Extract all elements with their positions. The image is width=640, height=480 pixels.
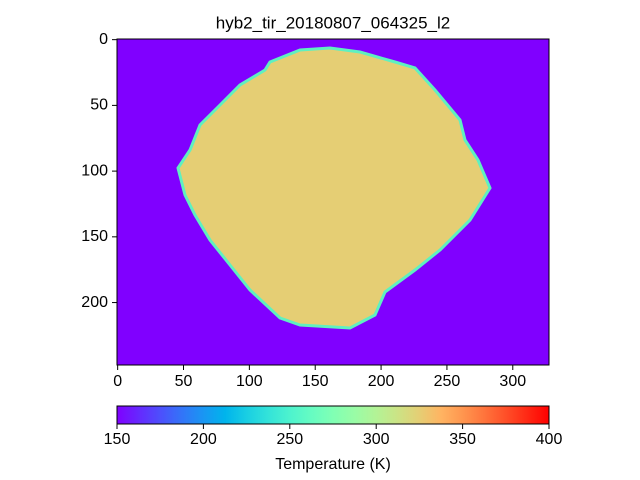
colorbar-tick-label: 250 (276, 431, 303, 448)
colorbar-tick-label: 200 (190, 431, 217, 448)
x-tick-label: 250 (434, 373, 461, 390)
y-tick-label: 50 (90, 97, 108, 114)
colorbar (116, 405, 550, 425)
axes-frame (116, 38, 550, 366)
asteroid-body (176, 46, 492, 330)
y-tick-label: 100 (81, 162, 108, 179)
x-tick-label: 100 (236, 373, 263, 390)
y-tick-label: 0 (99, 31, 108, 48)
colorbar-tick-label: 150 (104, 431, 131, 448)
colorbar-label: Temperature (K) (275, 456, 391, 473)
x-tick-label: 0 (113, 373, 122, 390)
x-tick-label: 200 (368, 373, 395, 390)
x-tick-label: 50 (175, 373, 193, 390)
chart-title: hyb2_tir_20180807_064325_l2 (216, 13, 450, 32)
x-tick-label: 150 (302, 373, 329, 390)
colorbar-tick-label: 350 (449, 431, 476, 448)
y-tick-label: 150 (81, 228, 108, 245)
x-tick-label: 300 (499, 373, 526, 390)
colorbar-tick-label: 400 (536, 431, 563, 448)
colorbar-tick-label: 300 (363, 431, 390, 448)
y-tick-label: 200 (81, 294, 108, 311)
